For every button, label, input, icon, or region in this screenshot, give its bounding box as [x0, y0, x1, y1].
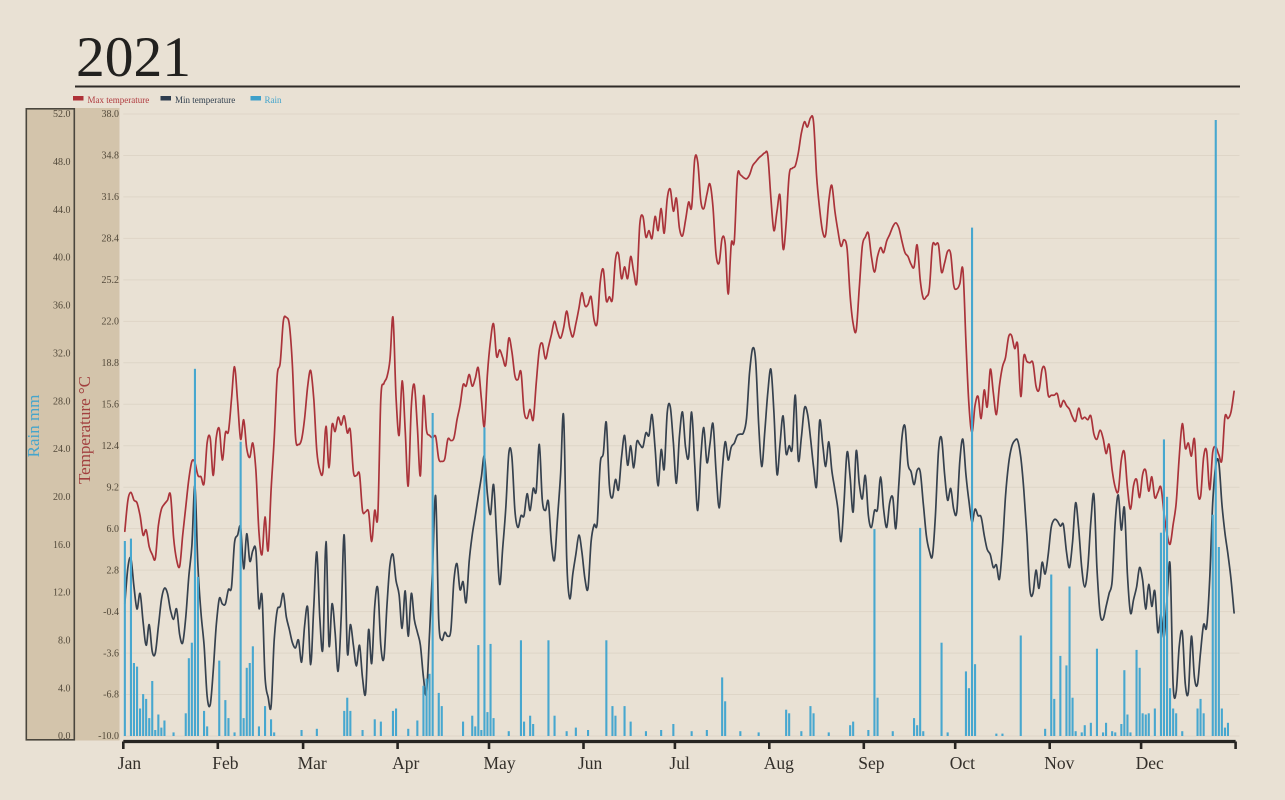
- svg-text:Jan: Jan: [118, 753, 142, 773]
- svg-text:Rain: Rain: [265, 95, 282, 105]
- svg-text:20.0: 20.0: [53, 492, 71, 503]
- svg-text:Apr: Apr: [392, 753, 419, 773]
- svg-text:44.0: 44.0: [53, 205, 71, 216]
- svg-text:32.0: 32.0: [53, 348, 71, 359]
- svg-text:28.4: 28.4: [102, 234, 120, 245]
- svg-text:Dec: Dec: [1136, 753, 1164, 773]
- svg-text:15.6: 15.6: [102, 400, 120, 411]
- svg-text:Jun: Jun: [578, 753, 603, 773]
- svg-text:34.8: 34.8: [102, 151, 120, 162]
- svg-text:Jul: Jul: [669, 753, 690, 773]
- svg-text:-6.8: -6.8: [103, 690, 119, 701]
- svg-text:Max temperature: Max temperature: [88, 95, 150, 105]
- svg-text:Min temperature: Min temperature: [175, 95, 235, 105]
- svg-text:9.2: 9.2: [107, 482, 120, 493]
- svg-text:4.0: 4.0: [58, 683, 71, 694]
- svg-text:2.8: 2.8: [107, 565, 120, 576]
- svg-text:May: May: [484, 753, 516, 773]
- svg-text:52.0: 52.0: [53, 109, 71, 120]
- svg-text:25.2: 25.2: [102, 275, 120, 286]
- svg-text:18.8: 18.8: [102, 358, 120, 369]
- svg-text:8.0: 8.0: [58, 636, 71, 647]
- svg-text:Rain mm: Rain mm: [24, 395, 43, 458]
- svg-text:40.0: 40.0: [53, 253, 71, 264]
- svg-text:Nov: Nov: [1044, 753, 1074, 773]
- svg-text:Feb: Feb: [212, 753, 239, 773]
- svg-text:38.0: 38.0: [102, 109, 120, 120]
- svg-text:6.0: 6.0: [107, 524, 120, 535]
- svg-text:Sep: Sep: [858, 753, 885, 773]
- svg-text:22.0: 22.0: [102, 317, 120, 328]
- svg-text:28.0: 28.0: [53, 396, 71, 407]
- svg-text:12.4: 12.4: [102, 441, 120, 452]
- svg-text:-0.4: -0.4: [103, 607, 119, 618]
- svg-text:Temperature °C: Temperature °C: [75, 376, 94, 484]
- svg-text:Mar: Mar: [298, 753, 327, 773]
- svg-text:-3.6: -3.6: [103, 648, 119, 659]
- svg-text:Aug: Aug: [764, 753, 794, 773]
- svg-text:36.0: 36.0: [53, 301, 71, 312]
- svg-text:31.6: 31.6: [102, 192, 120, 203]
- svg-text:24.0: 24.0: [53, 444, 71, 455]
- svg-text:Oct: Oct: [950, 753, 975, 773]
- svg-text:12.0: 12.0: [53, 588, 71, 599]
- svg-text:16.0: 16.0: [53, 540, 71, 551]
- svg-text:0.0: 0.0: [58, 731, 71, 742]
- svg-text:-10.0: -10.0: [98, 731, 119, 742]
- svg-text:48.0: 48.0: [53, 157, 71, 168]
